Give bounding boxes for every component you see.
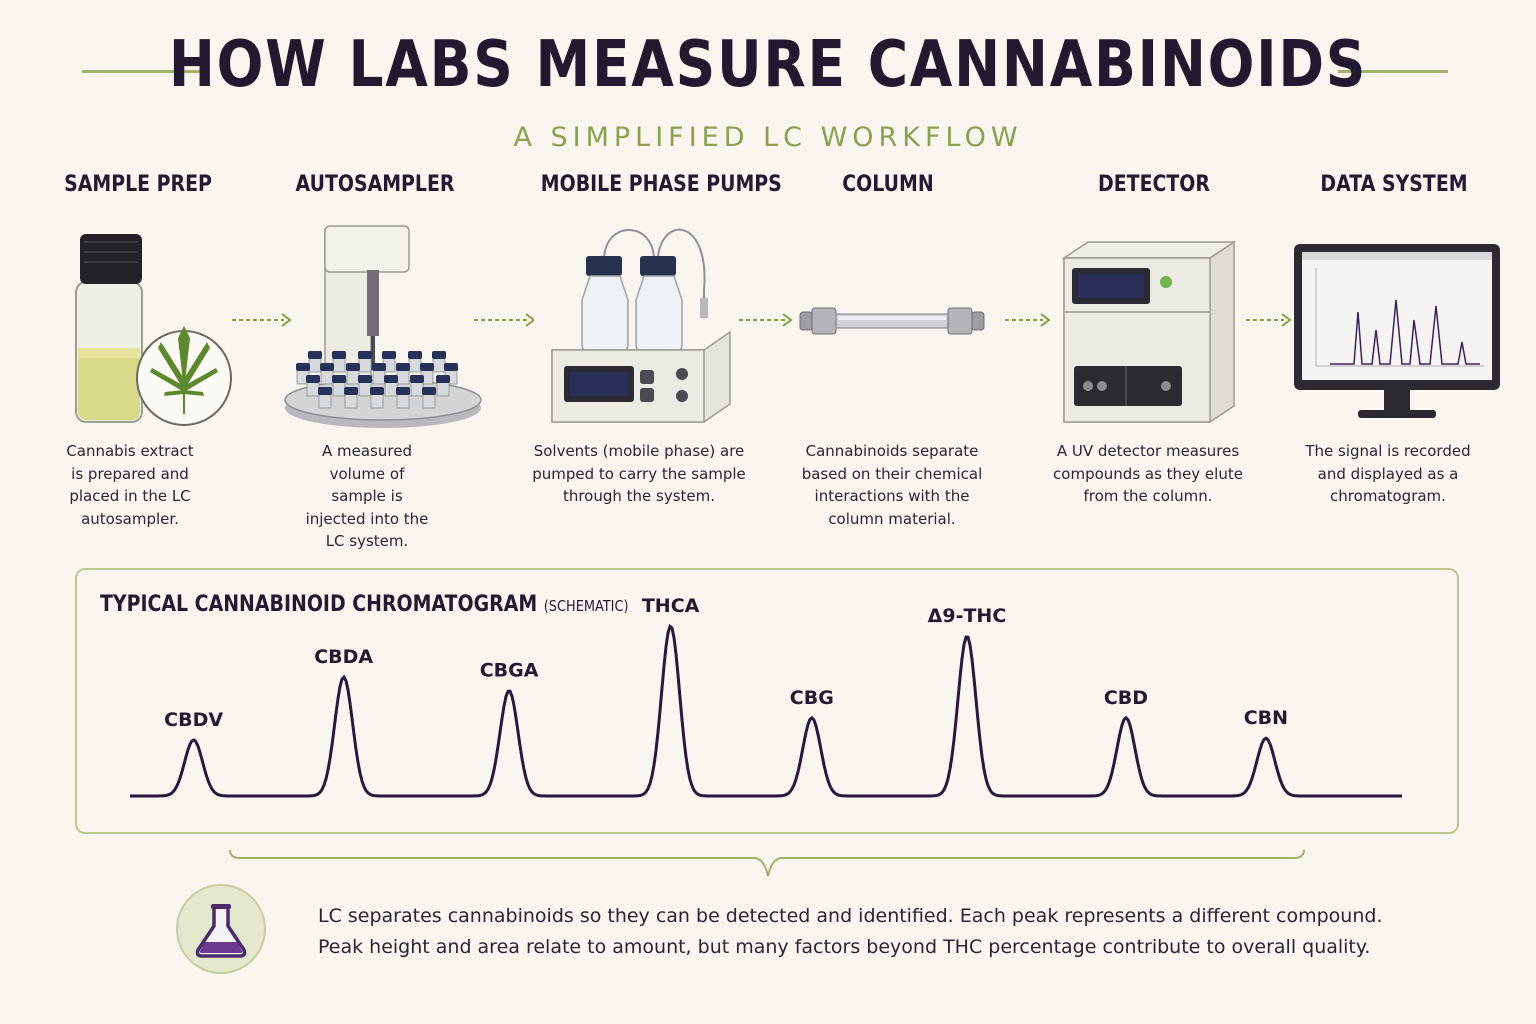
chromatogram-note: (SCHEMATIC): [543, 597, 629, 615]
title-rule-left: [82, 70, 208, 73]
chromatogram-title: TYPICAL CANNABINOID CHROMATOGRAM (SCHEMA…: [100, 592, 629, 617]
summary-line-2: Peak height and area relate to amount, b…: [318, 936, 1371, 958]
peak-label: THCA: [642, 595, 700, 617]
step-title: SAMPLE PREP: [64, 172, 212, 197]
page-title: HOW LABS MEASURE CANNABINOIDS: [168, 28, 1368, 102]
flow-arrow: [230, 310, 292, 330]
page-subtitle: A SIMPLIFIED LC WORKFLOW: [513, 122, 1023, 153]
step-title: DATA SYSTEM: [1320, 172, 1468, 197]
step-description: Solvents (mobile phase) are pumped to ca…: [532, 442, 746, 505]
flow-arrow: [1244, 310, 1306, 330]
peak-label: Δ9-THC: [928, 605, 1007, 627]
step-description: Cannabinoids separate based on their che…: [801, 442, 983, 528]
title-rule-right: [1338, 70, 1448, 73]
peak-label: CBDV: [164, 709, 223, 731]
peak-labels: CBDV CBDA CBGA THCA CBG Δ9-THC CBD CBN: [164, 595, 1288, 731]
detector-icon: [1034, 220, 1274, 430]
peak-label: CBD: [1104, 687, 1148, 709]
step-title: AUTOSAMPLER: [295, 172, 455, 197]
autosampler-icon: [255, 220, 495, 430]
summary-text: LC separates cannabinoids so they can be…: [318, 901, 1398, 963]
vial-with-leaf-icon: [18, 220, 258, 430]
chromatogram-trace: [130, 623, 1402, 798]
step-description: Cannabis extract is prepared and placed …: [66, 442, 194, 528]
peak-label: CBGA: [480, 660, 539, 682]
chromatogram-panel: [75, 568, 1459, 834]
peak-label: CBG: [790, 687, 834, 709]
flask-icon: [176, 884, 266, 974]
peak-label: CBN: [1244, 707, 1288, 729]
step-description: A measured volume of sample is injected …: [305, 442, 429, 550]
step-title: MOBILE PHASE PUMPS: [540, 172, 782, 197]
step-title: DETECTOR: [1098, 172, 1210, 197]
summary-line-1: LC separates cannabinoids so they can be…: [318, 905, 1383, 927]
step-description: The signal is recorded and displayed as …: [1305, 442, 1471, 505]
flow-arrow: [737, 310, 799, 330]
flow-arrow: [1003, 310, 1065, 330]
chromatogram-title-text: TYPICAL CANNABINOID CHROMATOGRAM: [100, 592, 538, 617]
step-title: COLUMN: [842, 172, 934, 197]
pump-icon: [524, 220, 764, 430]
summary-brace: [229, 849, 1305, 877]
step-description: A UV detector measures compounds as they…: [1053, 442, 1243, 505]
peak-label: CBDA: [314, 646, 373, 668]
column-icon: [768, 220, 1008, 430]
monitor-icon: [1274, 220, 1514, 430]
